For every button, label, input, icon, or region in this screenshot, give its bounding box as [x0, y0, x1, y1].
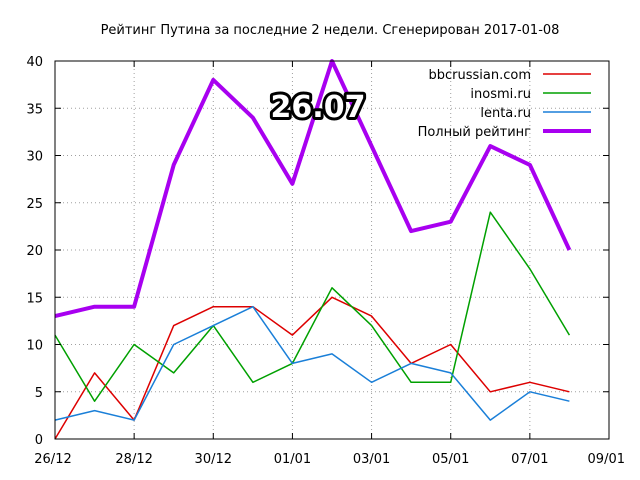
series-lines: [54, 59, 572, 440]
chart-title: Рейтинг Путина за последние 2 недели. Сг…: [101, 23, 560, 38]
plot-frame: [54, 60, 610, 440]
x-tick-label: 05/01: [432, 452, 469, 467]
highlight-value: 26.07: [271, 90, 366, 125]
series-line-3: [54, 305, 570, 421]
x-tick-label: 30/12: [195, 452, 232, 467]
x-tick-label: 07/01: [511, 452, 548, 467]
x-tick-label: 03/01: [353, 452, 390, 467]
series-line-2: [54, 211, 571, 402]
y-tick-label: 5: [35, 386, 43, 401]
series-line-1: [54, 296, 570, 440]
y-tick-label: 15: [26, 291, 43, 306]
legend-label: lenta.ru: [480, 106, 531, 121]
series-line-4: [54, 59, 572, 319]
x-tick-label: 01/01: [274, 452, 311, 467]
legend-label: inosmi.ru: [470, 87, 531, 102]
x-tick-label: 28/12: [115, 452, 152, 467]
y-tick-label: 0: [35, 433, 43, 448]
legend-label: bbcrussian.com: [429, 68, 532, 83]
legend: bbcrussian.com inosmi.ru lenta.ru Полный ре…: [418, 68, 591, 140]
y-tick-label: 20: [26, 244, 43, 259]
y-tick-label: 30: [26, 150, 43, 165]
legend-label: Полный рейтинг: [418, 125, 532, 140]
y-tick-label: 10: [26, 339, 43, 354]
axes: 0 5 10 15 20 25 30 35 40 26/12 28/12 30/12 01/01 03/0…: [26, 55, 625, 467]
y-tick-label: 35: [26, 102, 43, 117]
x-tick-label: 09/01: [588, 452, 625, 467]
y-tick-label: 40: [26, 55, 43, 70]
x-tick-label: 26/12: [34, 452, 71, 467]
y-tick-label: 25: [26, 197, 43, 212]
